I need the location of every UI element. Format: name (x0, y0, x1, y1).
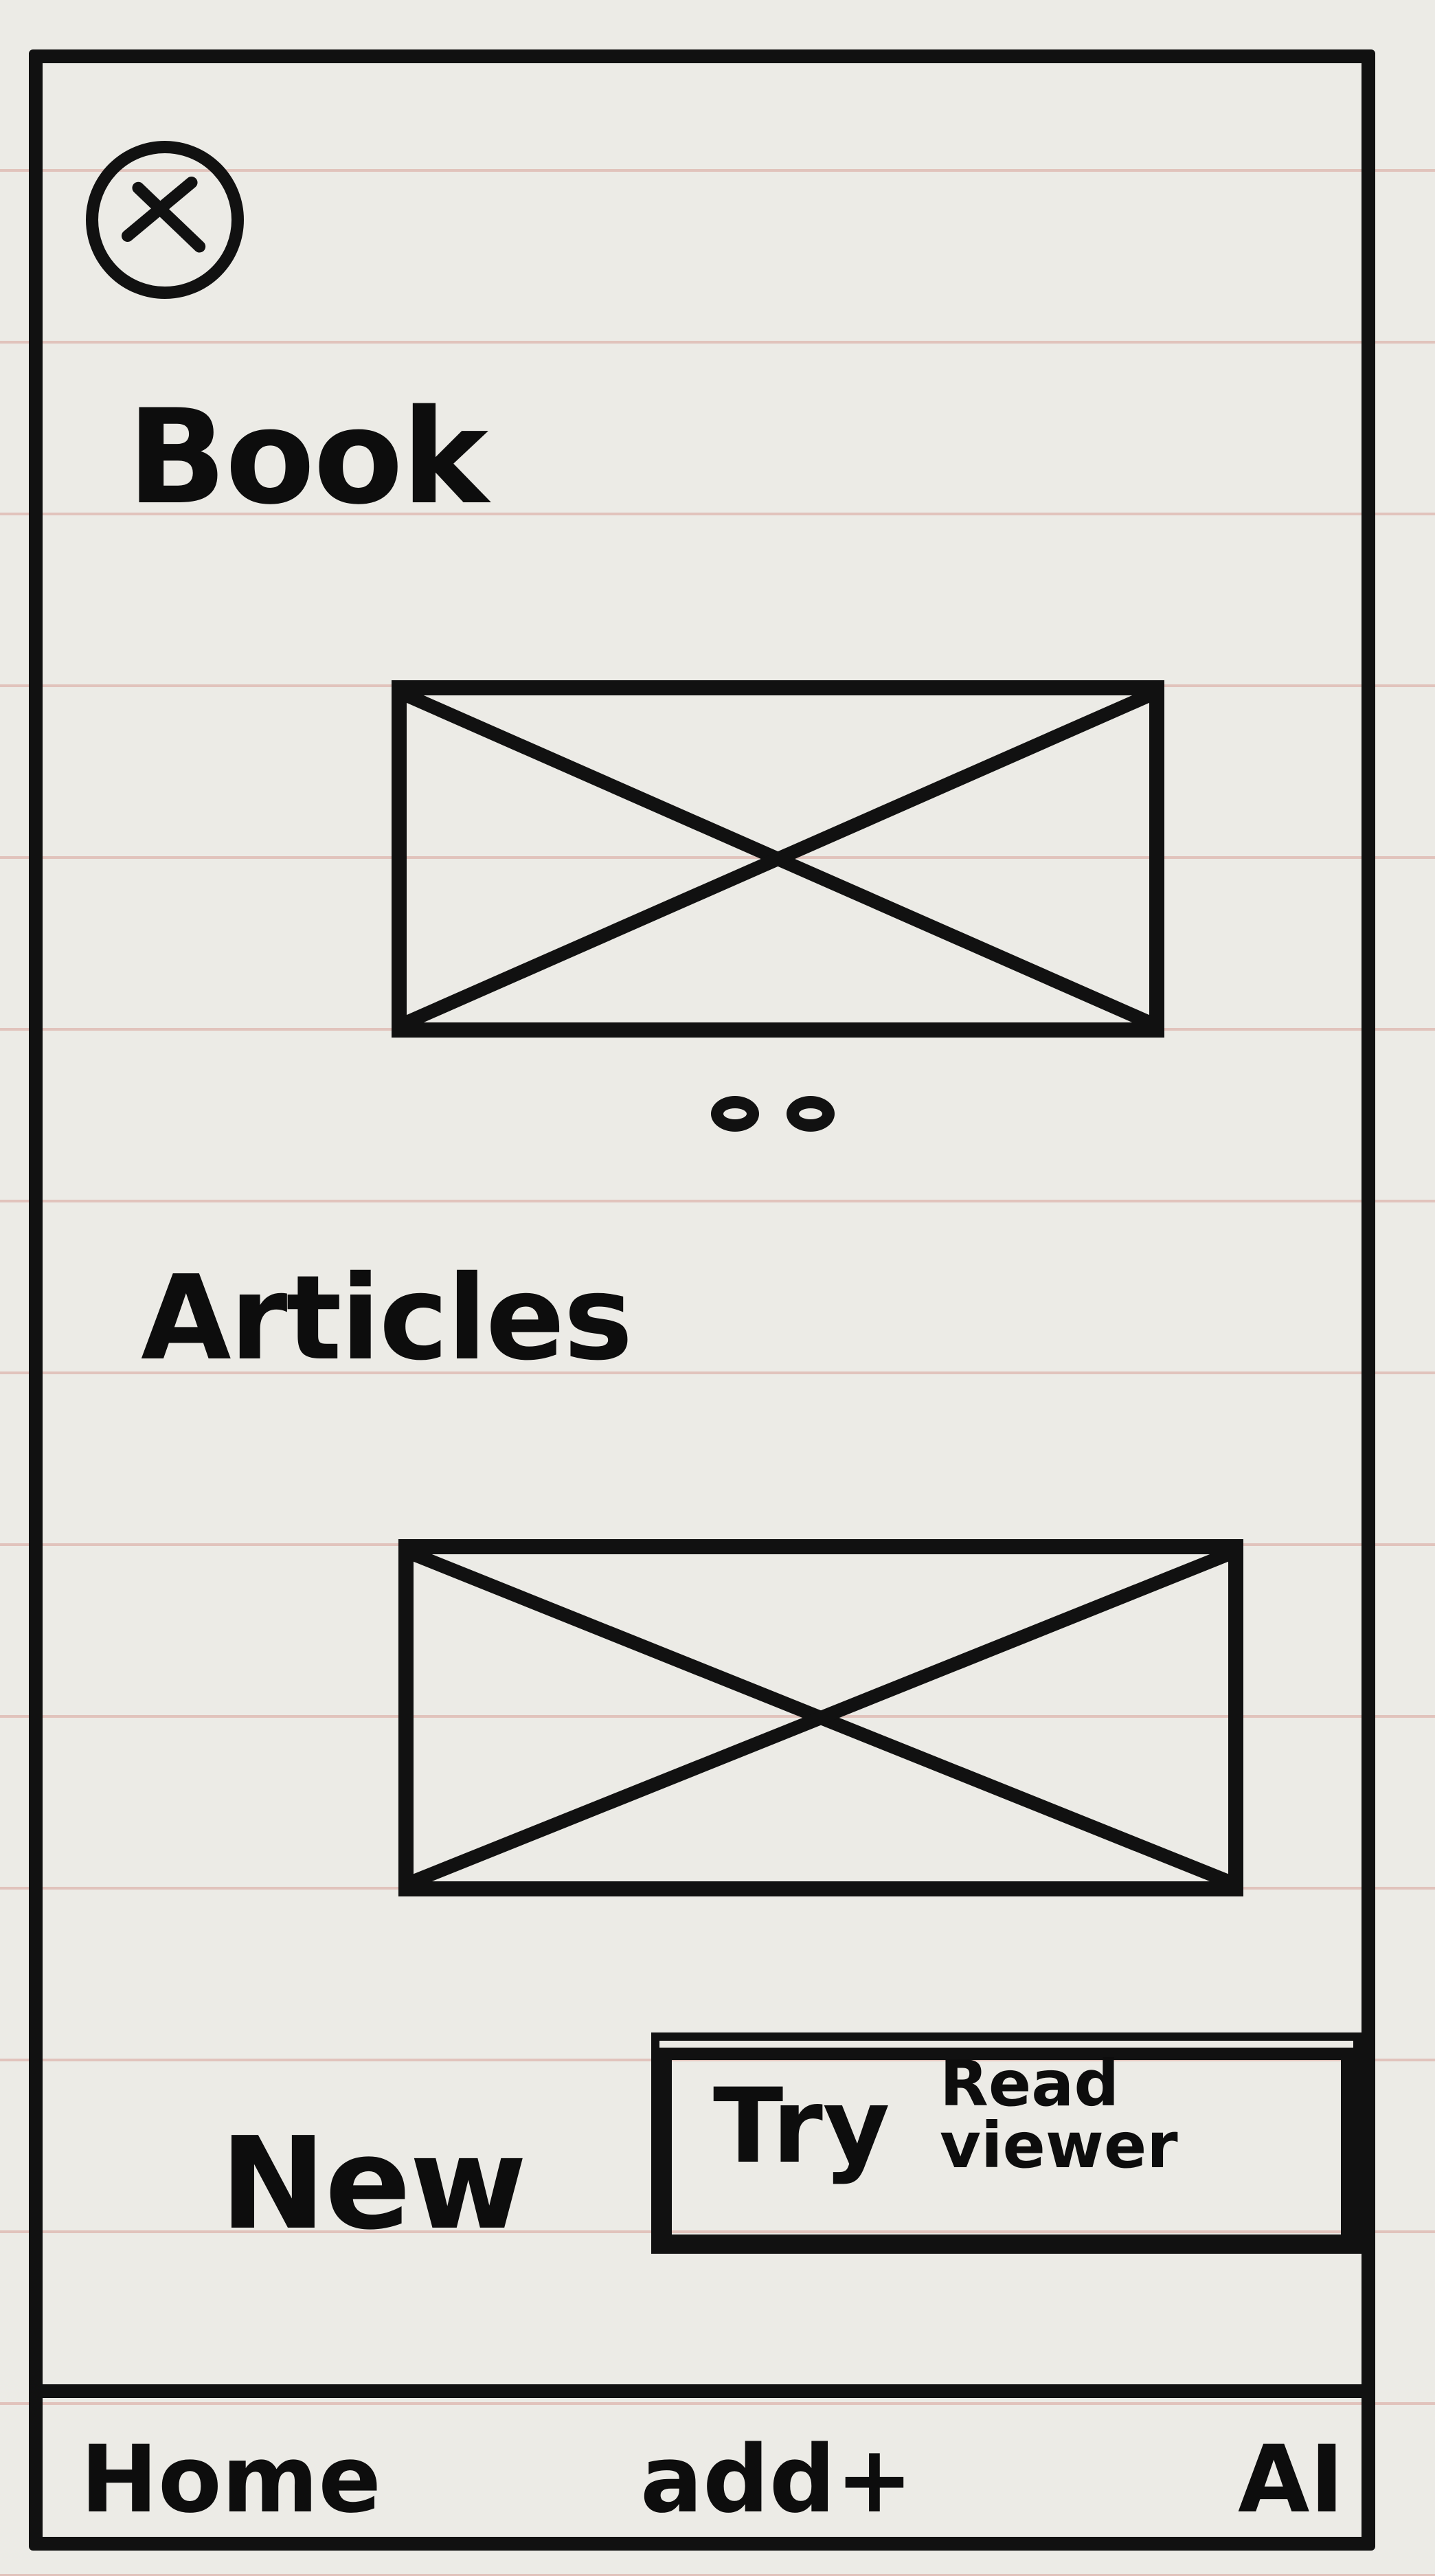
article-image-placeholder[interactable] (398, 1539, 1243, 1896)
new-feature-label: New (220, 2109, 527, 2258)
book-carousel-pager (711, 1096, 835, 1132)
close-x-circle-icon (121, 176, 206, 253)
try-button-sub-line2: viewer (940, 2109, 1178, 2182)
pager-dot[interactable] (711, 1096, 759, 1132)
articles-section-title: Articles (141, 1251, 633, 1387)
nav-add[interactable]: add+ (640, 2426, 914, 2533)
nav-ai[interactable]: AI (1238, 2426, 1344, 2533)
image-placeholder-icon (414, 1554, 1228, 1881)
close-button[interactable] (86, 141, 244, 299)
nav-home[interactable]: Home (80, 2426, 381, 2533)
try-read-viewer-button[interactable]: Try Read viewer (651, 2032, 1361, 2254)
pager-dot[interactable] (787, 1096, 835, 1132)
phone-frame (29, 49, 1375, 2551)
book-section-title: Book (127, 381, 488, 533)
image-placeholder-icon (407, 695, 1149, 1022)
book-image-placeholder[interactable] (392, 680, 1164, 1038)
bottom-navigation-bar: Home add+ AI (43, 2384, 1361, 2542)
try-button-label: Try (713, 2067, 890, 2186)
try-button-sub-line1: Read (940, 2047, 1120, 2120)
try-button-sublabel: Read viewer (940, 2052, 1178, 2177)
